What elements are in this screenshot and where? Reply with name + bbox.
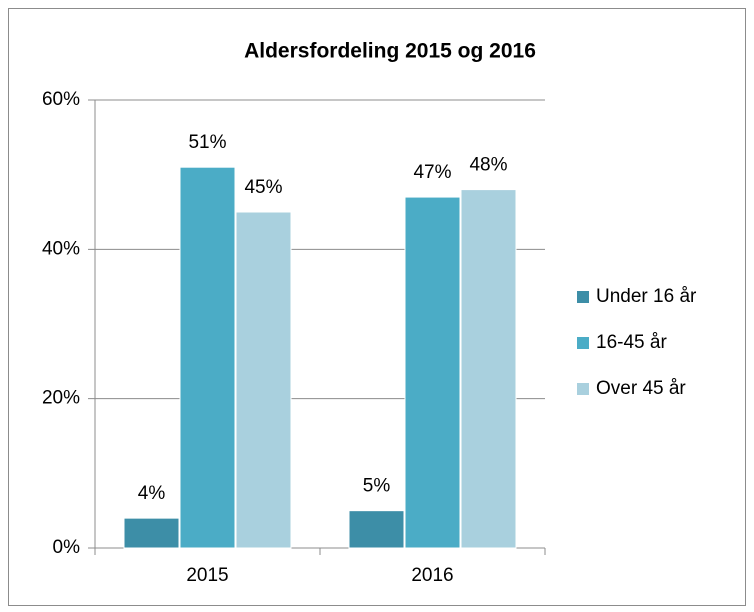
bar bbox=[179, 166, 236, 549]
legend-swatch bbox=[577, 337, 589, 349]
data-label: 47% bbox=[413, 162, 451, 183]
legend-label: Over 45 år bbox=[596, 378, 686, 399]
bar bbox=[460, 189, 517, 549]
y-tick-label: 0% bbox=[53, 537, 81, 558]
bar bbox=[404, 196, 461, 549]
y-tick-label: 20% bbox=[42, 388, 80, 409]
bar bbox=[123, 517, 180, 549]
data-label: 5% bbox=[363, 476, 391, 497]
x-tick-label: 2015 bbox=[186, 565, 228, 586]
legend-label: Under 16 år bbox=[596, 286, 697, 307]
bar bbox=[235, 211, 292, 549]
chart-title: Aldersfordeling 2015 og 2016 bbox=[244, 40, 536, 63]
y-tick-label: 60% bbox=[42, 89, 80, 110]
chart-border bbox=[8, 8, 746, 606]
legend-swatch bbox=[577, 383, 589, 395]
data-label: 45% bbox=[244, 177, 282, 198]
data-label: 48% bbox=[469, 155, 507, 176]
legend-label: 16-45 år bbox=[596, 332, 667, 353]
data-label: 51% bbox=[188, 132, 226, 153]
x-tick-label: 2016 bbox=[411, 565, 453, 586]
y-tick-label: 40% bbox=[42, 238, 80, 259]
data-label: 4% bbox=[138, 483, 166, 504]
legend-swatch bbox=[577, 291, 589, 303]
bar bbox=[348, 510, 405, 549]
